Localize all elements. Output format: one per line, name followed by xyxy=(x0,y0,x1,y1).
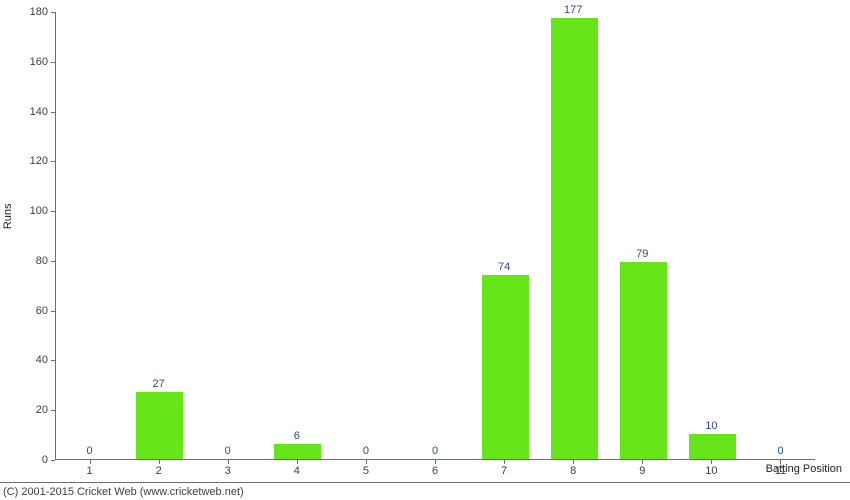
y-axis-title: Runs xyxy=(2,203,14,229)
plot-area xyxy=(55,12,815,460)
y-tick-label: 160 xyxy=(30,56,48,68)
x-tick-label: 10 xyxy=(705,465,717,477)
x-tick-mark xyxy=(711,460,712,464)
x-tick-mark xyxy=(573,460,574,464)
x-tick-label: 2 xyxy=(156,465,162,477)
x-tick-label: 6 xyxy=(432,465,438,477)
y-tick-label: 20 xyxy=(36,404,48,416)
y-tick-label: 80 xyxy=(36,255,48,267)
x-tick-mark xyxy=(780,460,781,464)
bar-value-label: 0 xyxy=(432,445,438,457)
y-tick-label: 140 xyxy=(30,106,48,118)
y-tick-mark xyxy=(51,360,55,361)
x-tick-label: 3 xyxy=(225,465,231,477)
y-tick-label: 60 xyxy=(36,305,48,317)
bar-value-label: 177 xyxy=(564,4,582,16)
bar-value-label: 0 xyxy=(225,445,231,457)
bar-value-label: 10 xyxy=(705,420,717,432)
x-tick-label: 1 xyxy=(86,465,92,477)
x-tick-mark xyxy=(297,460,298,464)
bar xyxy=(274,444,321,459)
copyright-divider xyxy=(0,482,850,483)
x-tick-mark xyxy=(435,460,436,464)
y-tick-mark xyxy=(51,161,55,162)
y-tick-mark xyxy=(51,261,55,262)
x-tick-mark xyxy=(642,460,643,464)
x-tick-mark xyxy=(159,460,160,464)
bar xyxy=(551,18,598,459)
bar-value-label: 0 xyxy=(86,445,92,457)
bar-value-label: 6 xyxy=(294,430,300,442)
x-tick-label: 11 xyxy=(775,465,786,477)
bar xyxy=(482,275,529,459)
x-tick-mark xyxy=(504,460,505,464)
bar xyxy=(689,434,736,459)
y-tick-label: 0 xyxy=(42,454,48,466)
chart-container: Runs Batting Position (C) 2001-2015 Cric… xyxy=(0,0,850,500)
x-tick-mark xyxy=(366,460,367,464)
y-tick-mark xyxy=(51,211,55,212)
x-tick-label: 8 xyxy=(570,465,576,477)
y-tick-label: 100 xyxy=(30,205,48,217)
y-tick-mark xyxy=(51,112,55,113)
bar-value-label: 74 xyxy=(498,261,510,273)
y-tick-mark xyxy=(51,460,55,461)
x-tick-label: 9 xyxy=(639,465,645,477)
y-tick-mark xyxy=(51,311,55,312)
bar-value-label: 27 xyxy=(153,378,165,390)
y-tick-mark xyxy=(51,410,55,411)
copyright-text: (C) 2001-2015 Cricket Web (www.cricketwe… xyxy=(3,486,244,498)
bar-value-label: 0 xyxy=(363,445,369,457)
x-tick-label: 4 xyxy=(294,465,300,477)
x-tick-mark xyxy=(228,460,229,464)
x-tick-label: 7 xyxy=(501,465,507,477)
bar xyxy=(136,392,183,459)
x-tick-mark xyxy=(90,460,91,464)
bar-value-label: 79 xyxy=(636,248,648,260)
y-tick-mark xyxy=(51,12,55,13)
y-tick-label: 120 xyxy=(30,155,48,167)
y-tick-label: 180 xyxy=(30,6,48,18)
y-tick-mark xyxy=(51,62,55,63)
x-tick-label: 5 xyxy=(363,465,369,477)
bar-value-label: 0 xyxy=(777,445,783,457)
bar xyxy=(620,262,667,459)
y-tick-label: 40 xyxy=(36,354,48,366)
